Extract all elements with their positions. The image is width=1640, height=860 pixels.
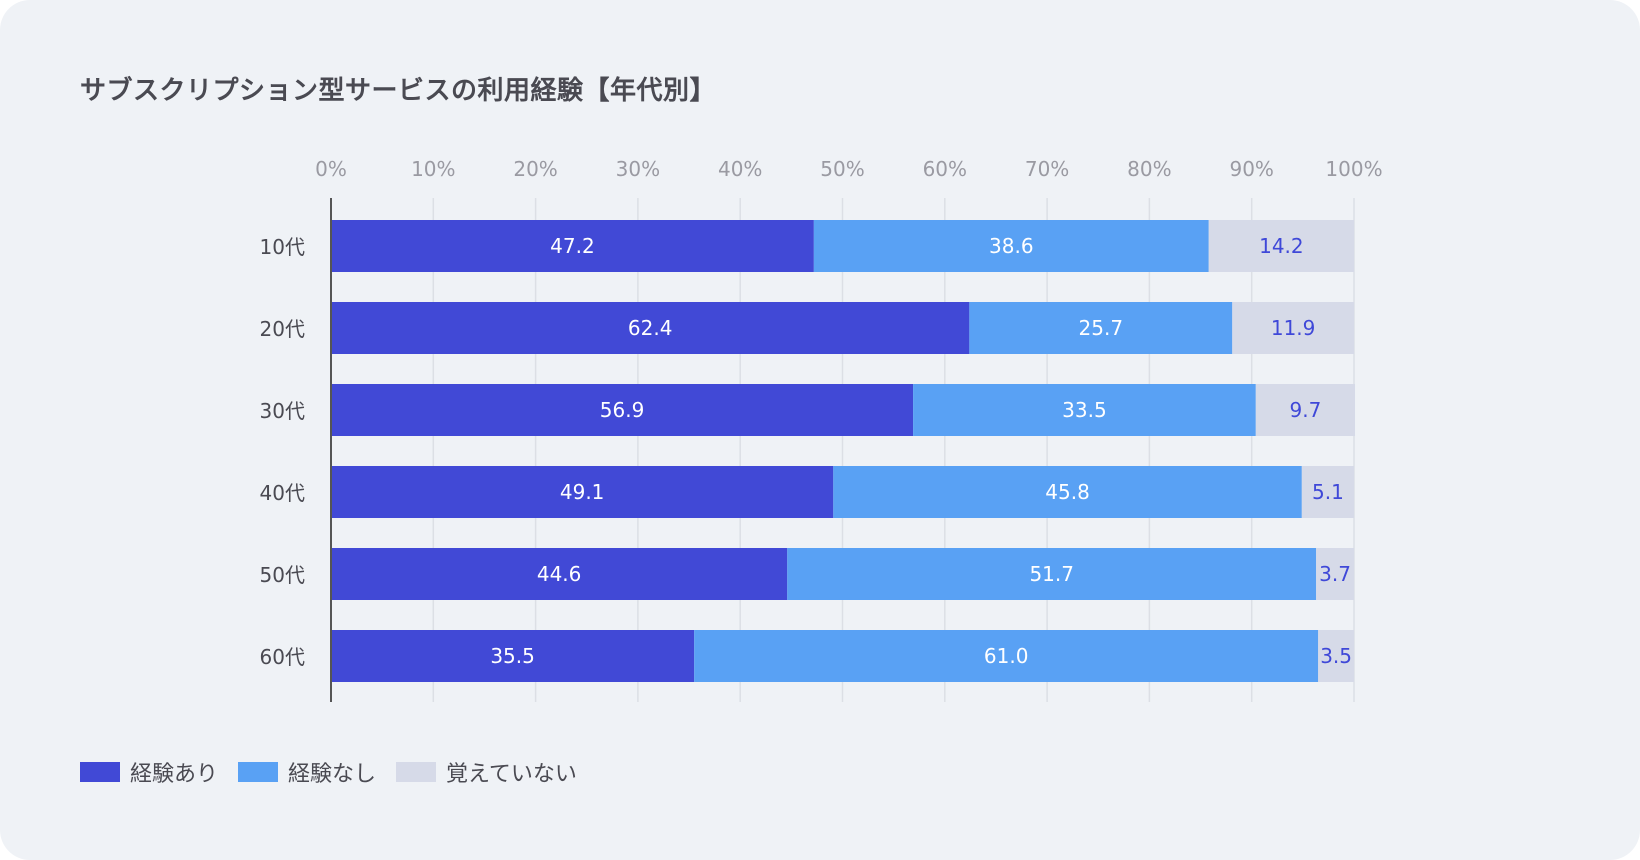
bar-segment [331,384,914,436]
x-tick-label: 0% [315,157,347,181]
x-tick-label: 30% [616,157,660,181]
category-label: 40代 [260,481,305,505]
bar-segment [1301,466,1354,518]
bar-segment [331,630,695,682]
data-label: 9.7 [1290,398,1322,422]
bar-segment [331,220,814,272]
x-tick-label: 10% [411,157,455,181]
legend-label-experienced: 経験あり [130,762,219,787]
bar-segment [1208,220,1354,272]
bar-segment [1318,630,1354,682]
data-label: 5.1 [1312,480,1344,504]
data-label: 11.9 [1271,316,1316,340]
bar-segment [331,466,834,518]
data-label: 62.4 [628,316,673,340]
data-label: 25.7 [1079,316,1124,340]
legend-label-not-experienced: 経験なし [288,762,377,787]
legend-swatch-dont-remember [396,762,437,782]
data-label: 33.5 [1062,398,1107,422]
legend-swatch-experienced [80,762,120,782]
data-label: 14.2 [1259,234,1304,258]
legend-swatch-not-experienced [238,762,279,782]
x-tick-label: 50% [820,157,864,181]
data-label: 49.1 [560,480,605,504]
bar-segment [813,220,1209,272]
x-tick-label: 70% [1025,157,1069,181]
stacked-bar-chart: 0% 10% 20% 30% 40% 50% 60% 70% 80% 90% 100% 47.2 38.… [260,157,1383,702]
category-label: 20代 [260,317,305,341]
chart-title: サブスクリプション型サービスの利用経験【年代別】 [80,76,717,106]
data-label: 38.6 [989,234,1034,258]
legend: 経験あり 経験なし 覚えていない [80,756,597,788]
data-label: 3.5 [1320,644,1352,668]
category-label: 30代 [260,399,305,423]
bar-segment [969,302,1233,354]
x-tick-label: 20% [513,157,557,181]
legend-item-dont-remember: 覚えていない [396,756,577,788]
x-tick-label: 90% [1229,157,1273,181]
x-tick-label: 60% [923,157,967,181]
bar-segment [1232,302,1354,354]
category-label: 10代 [260,235,305,259]
category-label: 50代 [260,563,305,587]
data-label: 44.6 [537,562,582,586]
x-tick-label: 40% [718,157,762,181]
bar-segment [694,630,1319,682]
x-tick-label: 80% [1127,157,1171,181]
data-label: 3.7 [1319,562,1351,586]
bar-segment [331,548,788,600]
category-label: 60代 [260,645,305,669]
bar-segment [331,302,970,354]
data-label: 45.8 [1045,480,1090,504]
bar-segment [1255,384,1356,436]
data-label: 56.9 [600,398,645,422]
data-label: 35.5 [490,644,535,668]
bar-segment [1316,548,1354,600]
legend-item-not-experienced: 経験なし [238,756,376,788]
x-tick-label: 100% [1325,157,1382,181]
data-label: 51.7 [1029,562,1074,586]
legend-item-experienced: 経験あり [80,756,218,788]
data-label: 47.2 [550,234,595,258]
data-label: 61.0 [984,644,1029,668]
legend-label-dont-remember: 覚えていない [446,762,577,787]
bar-segment [833,466,1302,518]
bar-segment [787,548,1317,600]
bar-segment [913,384,1256,436]
